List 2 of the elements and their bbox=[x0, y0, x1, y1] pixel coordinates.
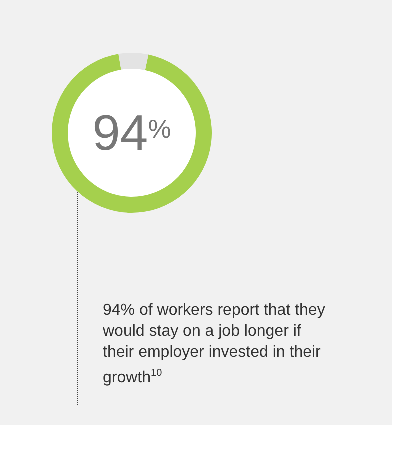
text: 94% of workers report that they would stay on a job longer if their employer invested in their growth$^{10}$ bbox=[103, 301, 326, 388]
text: 94$^{%}$ bbox=[52, 53, 212, 213]
